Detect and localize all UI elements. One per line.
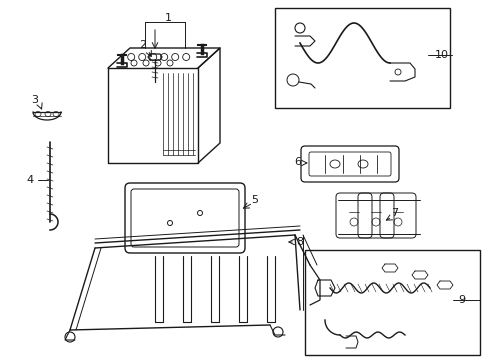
Text: 9: 9 bbox=[458, 295, 465, 305]
Text: 10: 10 bbox=[434, 50, 448, 60]
Text: 8: 8 bbox=[296, 237, 303, 247]
Bar bbox=[305, 250, 479, 355]
Text: 3: 3 bbox=[31, 95, 39, 105]
Bar bbox=[274, 8, 449, 108]
Text: 4: 4 bbox=[26, 175, 34, 185]
Text: 7: 7 bbox=[390, 208, 398, 218]
Text: 6: 6 bbox=[294, 157, 301, 167]
Text: 5: 5 bbox=[251, 195, 258, 205]
Text: 2: 2 bbox=[139, 40, 146, 50]
Text: 1: 1 bbox=[164, 13, 171, 23]
